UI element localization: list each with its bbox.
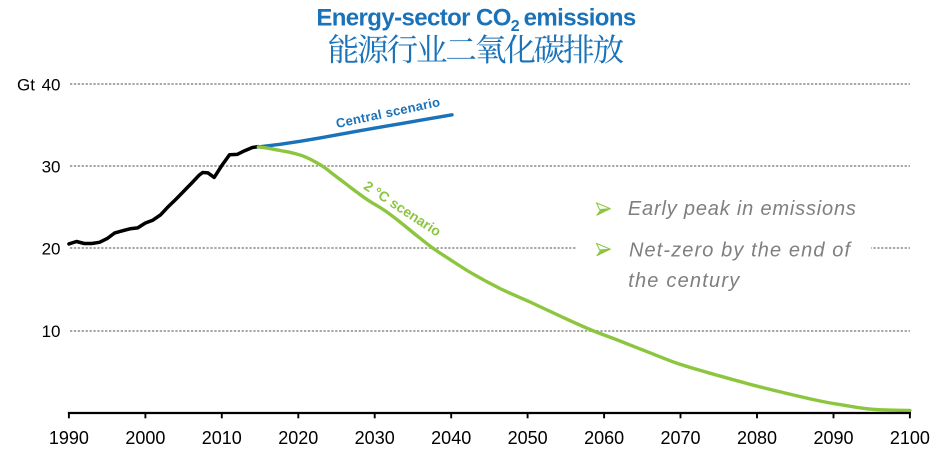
- svg-text:1990: 1990: [49, 428, 89, 448]
- svg-text:2080: 2080: [737, 428, 777, 448]
- svg-text:20: 20: [42, 240, 61, 259]
- svg-text:Early peak in emissions: Early peak in emissions: [628, 198, 856, 220]
- svg-text:40: 40: [42, 75, 61, 94]
- svg-text:10: 10: [42, 322, 61, 341]
- svg-text:2040: 2040: [431, 428, 471, 448]
- svg-text:30: 30: [42, 158, 61, 177]
- svg-text:Energy-sector CO2 emissions: Energy-sector CO2 emissions: [316, 5, 636, 36]
- svg-text:2050: 2050: [508, 428, 548, 448]
- svg-text:Gt: Gt: [17, 76, 35, 95]
- svg-text:2020: 2020: [278, 428, 318, 448]
- svg-text:Net-zero by the end of: Net-zero by the end of: [629, 239, 852, 261]
- svg-text:the century: the century: [628, 270, 740, 292]
- svg-text:2000: 2000: [125, 428, 165, 448]
- svg-text:2100: 2100: [890, 428, 930, 448]
- svg-text:2090: 2090: [813, 428, 853, 448]
- svg-text:2070: 2070: [660, 428, 700, 448]
- svg-text:2060: 2060: [584, 428, 624, 448]
- svg-text:2030: 2030: [355, 428, 395, 448]
- svg-text:2010: 2010: [202, 428, 242, 448]
